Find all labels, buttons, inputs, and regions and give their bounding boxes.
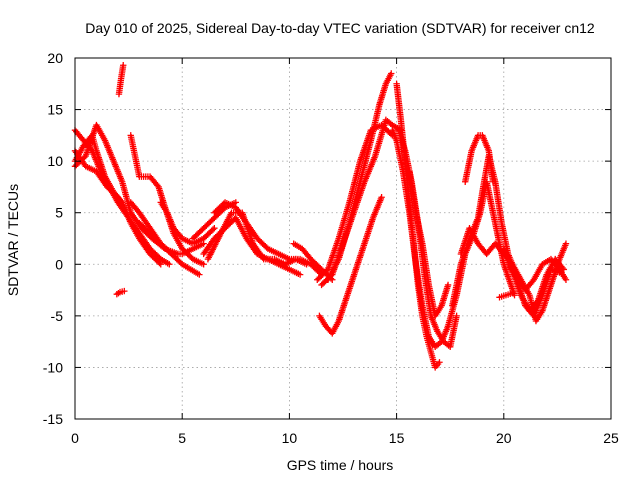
data-point xyxy=(562,240,570,247)
data-point xyxy=(166,249,174,256)
series-track-23 xyxy=(406,168,452,320)
x-axis-label: GPS time / hours xyxy=(287,457,394,473)
series-track-10 xyxy=(113,287,128,298)
data-point xyxy=(209,226,217,233)
axis-layer: 0 5 10 15 20 25 -15 -10 -5 0 5 10 15 20 xyxy=(43,50,619,446)
y-tick-label: -10 xyxy=(43,359,63,375)
data-point xyxy=(562,276,570,283)
x-tick-label: 20 xyxy=(496,430,512,446)
data-point xyxy=(232,199,239,206)
series-track-14 xyxy=(189,199,239,242)
x-tick-label: 5 xyxy=(178,430,186,446)
x-tick-label: 25 xyxy=(603,430,619,446)
data-point xyxy=(509,289,516,297)
y-tick-label: 0 xyxy=(55,256,63,272)
series-track-7 xyxy=(136,219,207,258)
data-point xyxy=(296,271,304,278)
data-point xyxy=(123,209,130,216)
series-track-13 xyxy=(204,209,310,268)
data-point xyxy=(388,70,395,77)
y-tick-label: 5 xyxy=(55,205,63,221)
data-point xyxy=(556,269,563,276)
data-point xyxy=(200,261,207,268)
series-track-26 xyxy=(462,132,497,185)
data-point xyxy=(444,281,452,289)
y-tick-label: 10 xyxy=(47,153,63,169)
y-tick-label: 20 xyxy=(47,50,63,66)
y-tick-label: 15 xyxy=(47,102,63,118)
y-tick-label: -15 xyxy=(43,411,63,427)
data-point xyxy=(121,287,128,295)
series-track-21 xyxy=(389,127,452,350)
series-track-19 xyxy=(316,194,385,337)
x-tick-label: 15 xyxy=(389,430,405,446)
series-track-28 xyxy=(496,289,516,301)
x-tick-label: 10 xyxy=(282,430,298,446)
x-tick-label: 0 xyxy=(71,430,79,446)
plot-frame xyxy=(74,57,612,420)
data-layer xyxy=(71,62,570,371)
series-track-9 xyxy=(115,62,127,98)
data-point xyxy=(156,259,163,267)
data-point xyxy=(303,261,310,268)
data-point xyxy=(453,312,460,320)
data-point xyxy=(120,62,127,69)
data-point xyxy=(489,178,497,185)
data-point xyxy=(378,194,385,201)
data-point xyxy=(166,261,173,268)
series-track-31 xyxy=(504,261,563,320)
data-point xyxy=(157,261,164,268)
series-track-4 xyxy=(71,147,130,216)
y-tick-label: -5 xyxy=(51,308,64,324)
y-axis-label: SDTVAR / TECUs xyxy=(5,184,21,296)
series-track-18 xyxy=(314,121,396,283)
chart-title: Day 010 of 2025, Sidereal Day-to-day VTE… xyxy=(85,20,595,36)
data-point xyxy=(196,271,203,278)
data-point xyxy=(211,224,218,232)
series-track-8 xyxy=(157,199,218,247)
data-point xyxy=(436,359,443,366)
